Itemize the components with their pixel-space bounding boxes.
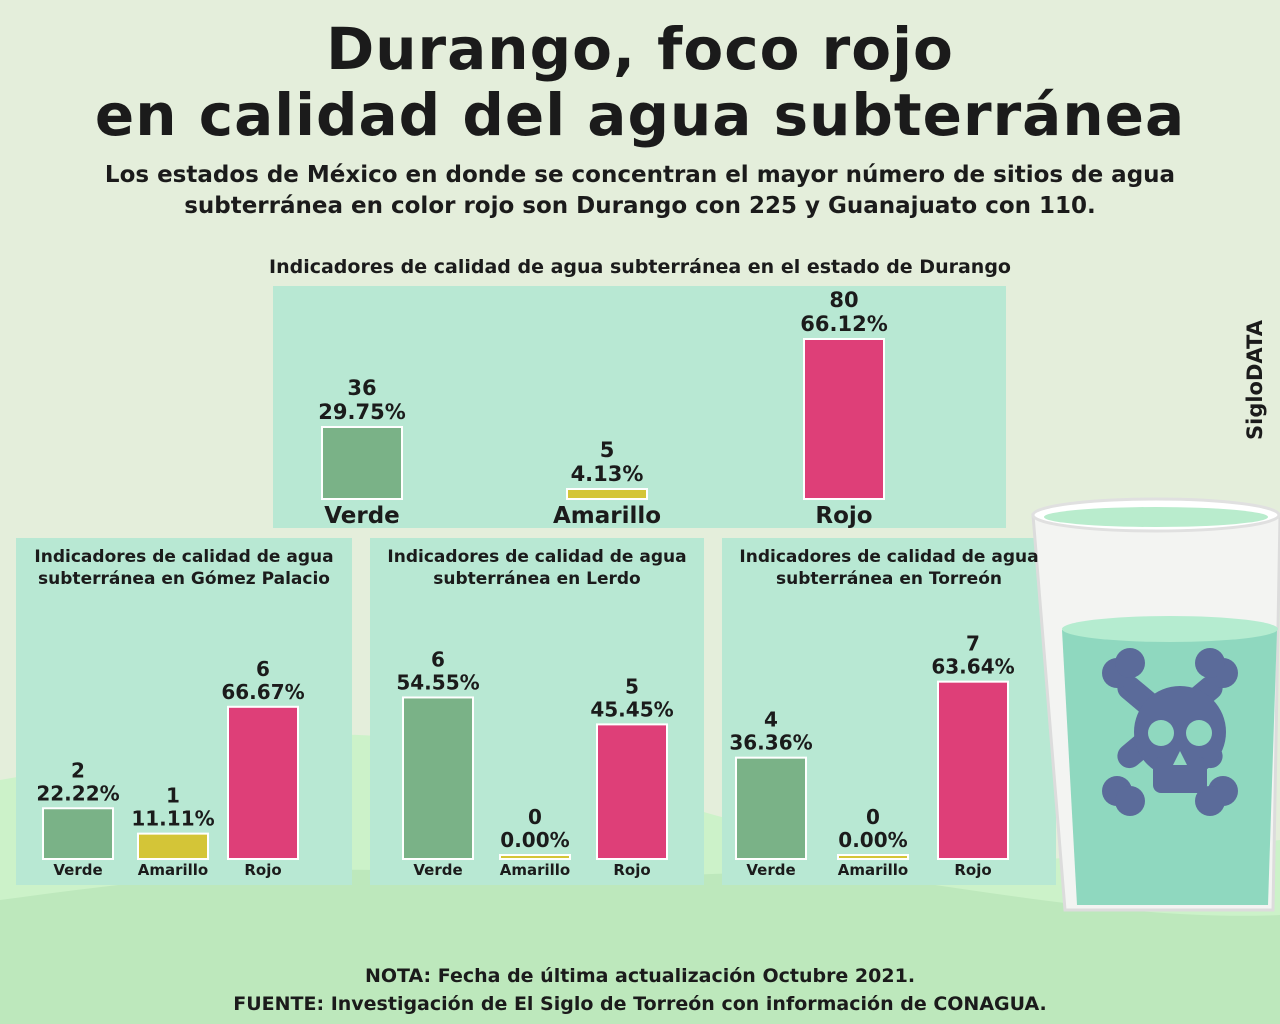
page-subtitle: Los estados de México en donde se concen… xyxy=(104,162,1176,219)
skull-crossbones-icon xyxy=(1102,648,1238,816)
page-title-line-2: en calidad del agua subterránea xyxy=(94,81,1186,149)
chart-title-gomez-palacio: Indicadores de calidad de agua subterrán… xyxy=(34,547,334,589)
water-glass-icon xyxy=(1031,497,1280,912)
page-title-line-1: Durango, foco rojo xyxy=(326,15,954,83)
panel-torreon xyxy=(722,538,1056,885)
footer-source: FUENTE: Investigación de El Siglo de Tor… xyxy=(233,993,1047,1015)
footer-note: NOTA: Fecha de última actualización Octu… xyxy=(364,965,916,987)
chart-title-durango: Indicadores de calidad de agua subterrán… xyxy=(269,256,1011,278)
panel-durango xyxy=(273,286,1006,528)
panel-lerdo xyxy=(370,538,704,885)
panel-gomez-palacio xyxy=(16,538,352,885)
chart-title-lerdo: Indicadores de calidad de agua subterrán… xyxy=(387,547,687,589)
brand-siglodata: SigloDATA xyxy=(1243,320,1267,440)
chart-title-torreon: Indicadores de calidad de agua subterrán… xyxy=(739,547,1039,589)
